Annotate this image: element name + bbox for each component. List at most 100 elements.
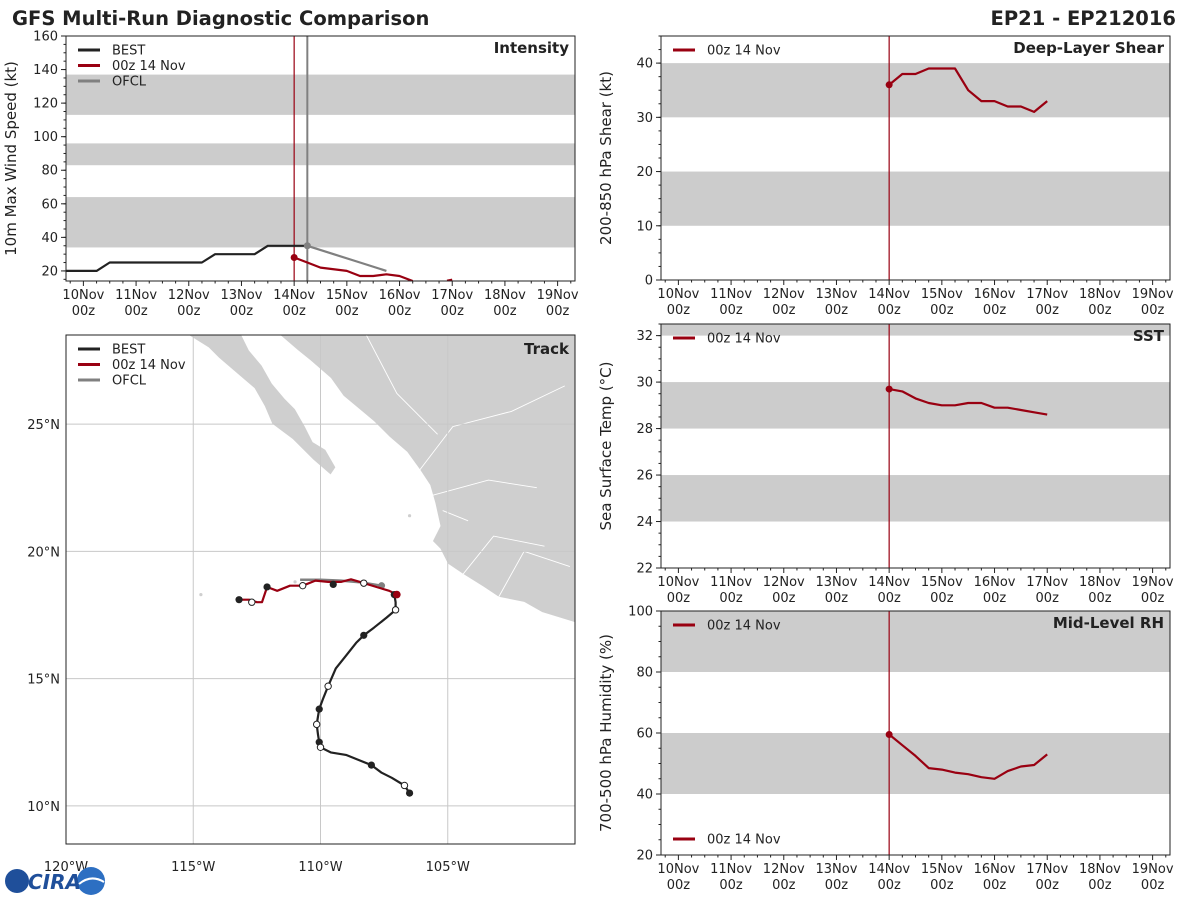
intensity-legend-label: 00z 14 Nov xyxy=(112,59,186,74)
rh-xtick-day: 19Nov xyxy=(1132,862,1174,877)
intensity-xtick-hour: 00z xyxy=(335,304,359,319)
intensity-title: Intensity xyxy=(494,39,570,57)
track-lon-label: 115°W xyxy=(171,860,215,875)
sst-xtick-hour: 00z xyxy=(772,591,796,606)
intensity-xtick-day: 14Nov xyxy=(273,288,315,303)
island-0 xyxy=(407,514,412,518)
track-lon-label: 120°W xyxy=(44,860,88,875)
track-plot-area xyxy=(66,335,575,844)
shear-ytick-label: 40 xyxy=(636,57,653,72)
intensity-plot-area xyxy=(66,36,575,281)
rh-band-1 xyxy=(661,611,1170,672)
track-best-point xyxy=(263,583,271,591)
rh-marker-0 xyxy=(885,731,893,739)
rh-xtick-hour: 00z xyxy=(1088,878,1112,893)
track-run-line xyxy=(239,578,398,604)
intensity-xtick-hour: 00z xyxy=(177,304,201,319)
intensity-legend-label: BEST xyxy=(112,44,145,59)
track-lat-label: 25°N xyxy=(27,418,60,433)
track-legend-label: 00z 14 Nov xyxy=(112,358,186,373)
intensity-ylabel: 10m Max Wind Speed (kt) xyxy=(2,61,20,256)
intensity-xtick-hour: 00z xyxy=(282,304,306,319)
intensity-series-run-1 xyxy=(293,256,414,281)
intensity-series-ofcl-3 xyxy=(306,244,387,272)
shear-xtick-day: 17Nov xyxy=(1026,287,1068,302)
sst-xtick-day: 15Nov xyxy=(921,575,963,590)
rh-ytick-label: 60 xyxy=(636,727,653,742)
track-best-point-open xyxy=(316,743,325,751)
intensity-series-best-0 xyxy=(66,244,308,272)
rh-xtick-day: 15Nov xyxy=(921,862,963,877)
track-panel: 120°W 115°W 110°W 105°W 10°N 15°N 20°N 25°N Trac… xyxy=(27,334,576,875)
shear-plot-area xyxy=(661,36,1170,280)
sst-legend-label: 00z 14 Nov xyxy=(707,332,781,347)
track-best-point xyxy=(367,761,375,769)
rh-xtick-day: 11Nov xyxy=(710,862,752,877)
state-border-2 xyxy=(462,535,545,575)
track-best-point-open xyxy=(360,579,368,587)
sst-series-run-0 xyxy=(889,388,1048,416)
state-border-5 xyxy=(442,510,469,522)
shear-marker-0 xyxy=(885,81,893,89)
sst-plot-area xyxy=(661,324,1170,568)
rh-xtick-day: 17Nov xyxy=(1026,862,1068,877)
rh-xtick-hour: 00z xyxy=(877,878,901,893)
shear-ylabel: 200-850 hPa Shear (kt) xyxy=(597,71,615,245)
rh-ytick-label: 40 xyxy=(636,788,653,803)
shear-xtick-hour: 00z xyxy=(772,303,796,318)
track-best-point xyxy=(405,789,414,797)
track-best-point-open xyxy=(298,581,307,590)
intensity-xtick-day: 11Nov xyxy=(115,288,157,303)
shear-band-0 xyxy=(661,171,1170,226)
sst-ytick-label: 32 xyxy=(636,329,653,344)
shear-xtick-hour: 00z xyxy=(825,303,849,318)
shear-xtick-day: 10Nov xyxy=(657,287,699,302)
intensity-xtick-hour: 00z xyxy=(124,304,148,319)
figure-title: GFS Multi-Run Diagnostic Comparison xyxy=(12,7,429,30)
sst-xtick-day: 11Nov xyxy=(710,575,752,590)
sst-ytick-label: 28 xyxy=(636,422,653,437)
track-best-line xyxy=(315,594,411,794)
logo-globe-icon xyxy=(77,867,105,895)
sst-xtick-hour: 00z xyxy=(825,591,849,606)
sst-band-2 xyxy=(661,324,1170,336)
sst-ytick-label: 30 xyxy=(636,376,653,391)
rh-band-0 xyxy=(661,733,1170,794)
rh-xtick-hour: 00z xyxy=(1036,878,1060,893)
rh-xtick-hour: 00z xyxy=(825,878,849,893)
intensity-xtick-hour: 00z xyxy=(230,304,254,319)
track-run-point xyxy=(393,590,401,599)
track-lon-label: 110°W xyxy=(298,860,342,875)
track-best-point-open xyxy=(391,606,400,614)
intensity-ytick-label: 100 xyxy=(33,130,58,145)
intensity-ytick-label: 60 xyxy=(41,197,58,212)
shear-xtick-hour: 00z xyxy=(877,303,901,318)
shear-xtick-hour: 00z xyxy=(930,303,954,318)
intensity-band-1 xyxy=(66,143,575,166)
shear-band-1 xyxy=(661,63,1170,118)
intensity-xtick-day: 10Nov xyxy=(62,288,104,303)
shear-ytick-label: 20 xyxy=(636,165,653,180)
shear-xtick-hour: 00z xyxy=(667,303,691,318)
sst-title: SST xyxy=(1133,327,1165,345)
state-border-4 xyxy=(419,385,565,471)
shear-xtick-hour: 00z xyxy=(983,303,1007,318)
shear-xtick-day: 12Nov xyxy=(763,287,805,302)
shear-title: Deep-Layer Shear xyxy=(1013,39,1164,57)
track-lat-label: 10°N xyxy=(27,800,60,815)
sst-ytick-label: 22 xyxy=(636,562,653,577)
rh-plot-area xyxy=(661,611,1170,855)
rh-xtick-day: 16Nov xyxy=(974,862,1016,877)
rh-xtick-hour: 00z xyxy=(719,878,743,893)
sst-xtick-hour: 00z xyxy=(667,591,691,606)
intensity-ytick-label: 140 xyxy=(33,63,58,78)
shear-xtick-day: 11Nov xyxy=(710,287,752,302)
state-border-1 xyxy=(432,479,537,496)
intensity-xtick-hour: 00z xyxy=(441,304,465,319)
state-border-0 xyxy=(365,335,438,435)
shear-xtick-hour: 00z xyxy=(1036,303,1060,318)
intensity-band-2 xyxy=(66,74,575,115)
intensity-xtick-hour: 00z xyxy=(72,304,96,319)
intensity-xtick-day: 18Nov xyxy=(484,288,526,303)
sst-xtick-day: 14Nov xyxy=(868,575,910,590)
